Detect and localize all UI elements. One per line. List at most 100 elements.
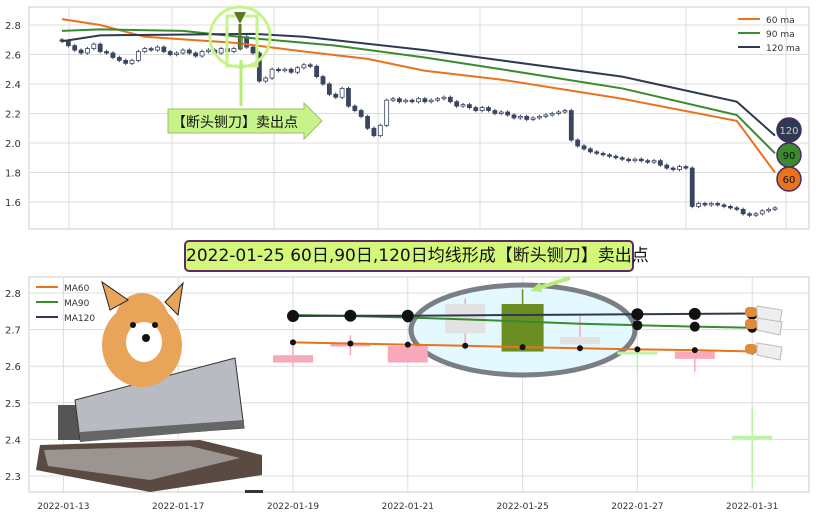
y-tick-label: 2.6 [5, 362, 21, 373]
blade-teeth [80, 420, 244, 442]
signal-banner: 2022-01-25 60日,90日,120日均线形成【断头铡刀】卖出点 [184, 240, 649, 272]
candle-body [377, 124, 383, 137]
candle-body [575, 139, 581, 147]
candle-body [441, 96, 447, 100]
candle-body [174, 52, 179, 55]
candle-body [732, 435, 773, 440]
candle-body [568, 110, 574, 141]
candle-body [78, 49, 84, 54]
y-tick-label: 1.6 [5, 198, 21, 209]
candle-body [600, 152, 606, 156]
candle-body [587, 148, 593, 153]
candle-body [428, 99, 434, 103]
corgi-eye [130, 322, 136, 328]
legend-label: MA90 [64, 299, 90, 309]
ma-point [577, 345, 583, 352]
candle-body [645, 160, 651, 163]
candle-body [346, 88, 351, 107]
y-tick-label: 2.8 [5, 289, 21, 300]
candle-body [658, 160, 663, 166]
candle-body [619, 157, 625, 160]
candle-body [276, 68, 281, 72]
candle-body [670, 167, 676, 170]
candle-body [65, 40, 71, 47]
x-tick-label: 2022-01-13 [37, 502, 89, 512]
candle-body [454, 101, 460, 107]
candle-body [530, 117, 536, 120]
candle-body [626, 158, 631, 162]
candle-body [581, 145, 587, 150]
candle-body [250, 46, 256, 54]
candle-body [613, 155, 619, 159]
ma-point [462, 342, 469, 349]
y-tick-label: 2.3 [5, 472, 21, 483]
candle-body [492, 110, 498, 114]
knife-icon [745, 317, 783, 336]
candle-body [97, 43, 103, 52]
candle-body [263, 77, 269, 82]
candle-body [110, 52, 116, 58]
candle-body [282, 68, 288, 72]
candle-body [447, 96, 453, 103]
candle-body [339, 88, 345, 98]
candle-body [473, 107, 479, 111]
candle-body [167, 51, 173, 55]
candle-body [273, 355, 313, 363]
y-tick-label: 2.0 [5, 139, 21, 150]
candle-body [129, 60, 135, 64]
candle-body [403, 99, 409, 103]
candle-body [387, 346, 428, 363]
candle-body [85, 48, 90, 54]
candle-body [501, 303, 544, 352]
knife-handle [745, 344, 757, 354]
candle-body [142, 48, 148, 52]
ma-end-badge [776, 117, 802, 143]
ma-point [688, 307, 701, 320]
candle-body [511, 114, 517, 119]
y-tick-label: 2.8 [5, 21, 21, 32]
candle-body [594, 151, 600, 154]
candle-body [218, 48, 224, 54]
candle-body [632, 158, 638, 162]
candle-body [384, 99, 390, 126]
stray-mark [245, 490, 263, 493]
candle-body [708, 203, 714, 206]
candle-body [314, 65, 320, 78]
ma-point [632, 320, 643, 331]
candle-body [116, 57, 122, 61]
corgi-face [126, 322, 162, 362]
candle-body [397, 98, 402, 103]
y-tick-label: 1.8 [5, 169, 21, 180]
candle-body [517, 116, 523, 119]
ma-point [631, 308, 644, 321]
knife-blade [756, 317, 783, 336]
top-plot-area [28, 6, 810, 230]
candle-body [199, 51, 205, 57]
ma-point [344, 309, 357, 322]
candle-body [91, 43, 97, 49]
candle-body [683, 166, 689, 169]
guillotine-plate [44, 446, 240, 480]
candle-body [231, 48, 237, 52]
candle-body [467, 104, 472, 109]
candle-body [543, 114, 549, 117]
x-tick-label: 2022-01-17 [152, 502, 204, 512]
y-tick-label: 2.6 [5, 51, 21, 62]
y-tick-label: 2.4 [5, 80, 21, 91]
x-tick-label: 2022-01-27 [611, 502, 663, 512]
corgi-ear [164, 281, 184, 317]
candle-body [148, 48, 154, 51]
ma-point [519, 344, 526, 351]
candle-body [435, 98, 440, 101]
candle-body [326, 83, 332, 95]
candle-body [607, 154, 612, 157]
candle-body [715, 203, 721, 206]
candle-body [498, 111, 504, 114]
candle-body [352, 105, 358, 111]
x-tick-label: 2022-01-31 [726, 502, 778, 512]
candle-body [702, 203, 708, 206]
ma-point [404, 341, 411, 348]
x-tick-label: 2022-01-19 [267, 502, 320, 512]
candle-body [505, 111, 511, 116]
